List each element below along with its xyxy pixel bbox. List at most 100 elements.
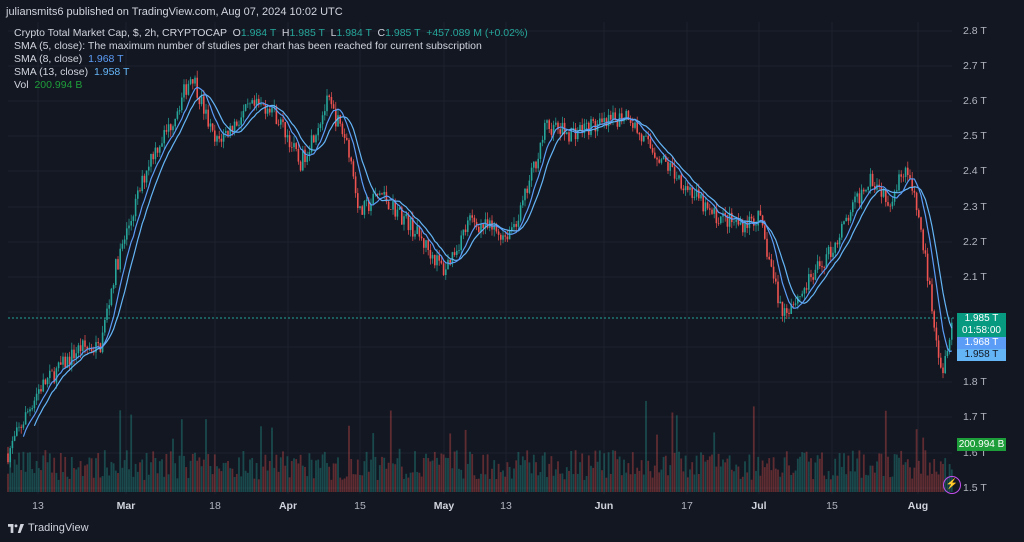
volume-bar	[128, 469, 130, 492]
candle-body	[533, 161, 535, 168]
candle-body	[262, 103, 264, 105]
candle-body	[372, 193, 374, 205]
candle-body	[695, 189, 698, 197]
volume-bar	[944, 458, 947, 492]
volume-bar	[829, 479, 832, 492]
volume-bar	[48, 453, 51, 492]
candle-body	[473, 217, 476, 223]
volume-bar	[436, 457, 438, 492]
low-label: L	[330, 27, 337, 39]
volume-bar	[7, 473, 9, 492]
sma13-row[interactable]: SMA (13, close) 1.958 T	[14, 66, 528, 79]
volume-bar	[257, 479, 260, 492]
volume-bar	[755, 470, 757, 492]
candle-body	[588, 122, 590, 135]
candle-body	[130, 220, 132, 226]
vol-label: Vol	[14, 79, 29, 91]
candle-body	[381, 193, 383, 195]
volume-bar	[398, 448, 401, 492]
volume-bar	[438, 464, 441, 492]
volume-bar	[422, 458, 425, 492]
candle-body	[555, 122, 557, 125]
volume-bar	[29, 452, 31, 492]
candle-body	[174, 118, 176, 127]
close-value: 1.985 T	[385, 27, 421, 39]
candle-body	[638, 132, 641, 135]
candle-body	[882, 189, 885, 197]
volume-bar	[167, 474, 170, 492]
volume-bar	[693, 474, 696, 492]
flash-icon[interactable]: ⚡	[943, 476, 961, 494]
candle-body	[233, 121, 236, 133]
volume-bar	[757, 456, 760, 492]
volume-bar	[464, 429, 467, 492]
candle-body	[403, 216, 405, 225]
volume-bar	[279, 457, 282, 492]
volume-bar	[301, 465, 304, 492]
candle-body	[786, 308, 788, 313]
volume-bar	[592, 467, 595, 492]
candle-body	[643, 135, 645, 142]
volume-bar	[163, 476, 166, 492]
volume-bar	[231, 468, 234, 492]
volume-bar	[651, 477, 654, 492]
candle-body	[198, 97, 201, 105]
sma8-row[interactable]: SMA (8, close) 1.968 T	[14, 53, 528, 66]
candle-body	[49, 370, 51, 379]
volume-bar	[865, 474, 867, 492]
candle-body	[297, 148, 300, 162]
candle-body	[13, 435, 16, 441]
volume-bar	[372, 433, 375, 492]
volume-bar	[561, 473, 564, 492]
candle-body	[313, 135, 315, 143]
volume-bar	[746, 472, 749, 492]
candle-body	[940, 357, 942, 368]
volume-row[interactable]: Vol 200.994 B	[14, 79, 528, 92]
volume-bar	[590, 465, 592, 492]
volume-bar	[579, 462, 581, 492]
candle-body	[306, 156, 308, 163]
candle-body	[704, 202, 707, 212]
volume-bar	[495, 479, 498, 492]
candle-body	[108, 305, 110, 309]
volume-bar	[546, 476, 548, 492]
candle-body	[924, 250, 927, 254]
candle-body	[803, 288, 806, 294]
volume-bar	[106, 467, 108, 492]
volume-bar	[807, 461, 810, 492]
candle-body	[101, 332, 104, 353]
candle-body	[29, 409, 31, 412]
candle-body	[361, 206, 363, 215]
volume-bar	[662, 456, 665, 492]
volume-bar	[209, 465, 212, 492]
volume-bar	[884, 410, 887, 492]
volume-bar	[484, 474, 487, 492]
volume-bar	[616, 459, 619, 492]
volume-bar	[59, 452, 62, 492]
volume-bar	[913, 467, 916, 492]
sma5-row[interactable]: SMA (5, close): The maximum number of st…	[14, 40, 482, 52]
candle-body	[405, 214, 407, 217]
high-label: H	[281, 27, 290, 39]
candle-body	[766, 238, 768, 257]
volume-bar	[13, 459, 16, 492]
candle-body	[207, 109, 209, 127]
candle-body	[68, 356, 71, 365]
candle-body	[205, 109, 207, 114]
candle-body	[660, 159, 663, 163]
candle-body	[902, 176, 905, 178]
candle-body	[504, 235, 506, 237]
candle-body	[143, 175, 146, 183]
candle-body	[742, 222, 744, 233]
candle-body	[823, 267, 825, 268]
candle-body	[632, 122, 634, 128]
candle-body	[390, 209, 392, 210]
volume-bar	[845, 474, 848, 492]
volume-bar	[526, 450, 529, 492]
volume-bar	[165, 454, 168, 492]
high-value: 1.985 T	[289, 27, 325, 39]
volume-bar	[304, 466, 306, 492]
vol-value: 200.994 B	[34, 79, 83, 91]
candle-body	[429, 249, 432, 259]
